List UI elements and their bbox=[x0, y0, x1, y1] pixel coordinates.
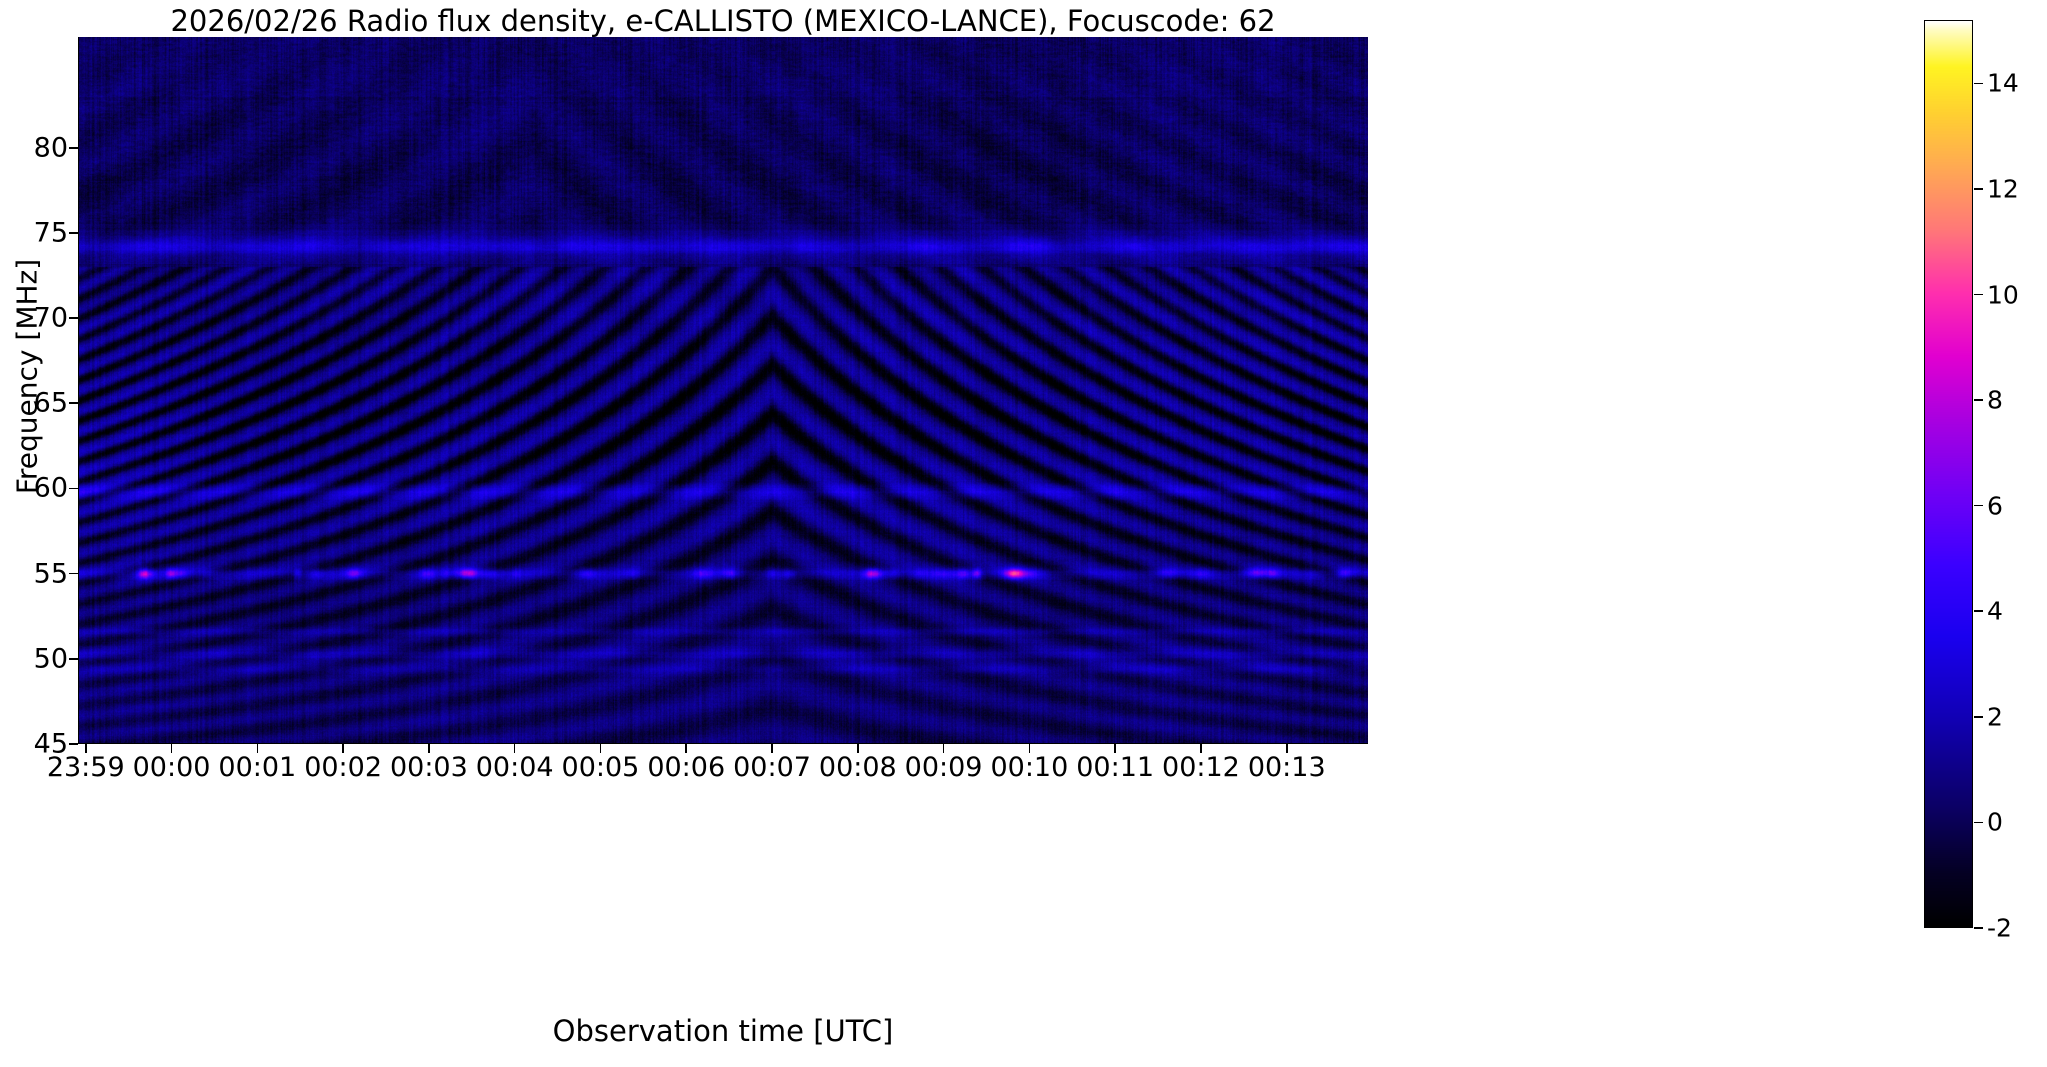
x-tick-mark bbox=[1200, 744, 1202, 753]
y-tick-label: 70 bbox=[33, 302, 68, 334]
x-tick-mark bbox=[1028, 744, 1031, 753]
colorbar-tick-label: 8 bbox=[1987, 385, 2003, 415]
x-tick-label: 00:10 bbox=[990, 752, 1069, 783]
x-tick-label: 00:03 bbox=[389, 752, 468, 783]
y-tick-label: 80 bbox=[33, 132, 68, 164]
y-tick-mark bbox=[69, 743, 78, 745]
colorbar-tick-mark bbox=[1974, 82, 1983, 85]
colorbar-tick-mark bbox=[1974, 610, 1983, 613]
colorbar[interactable] bbox=[1924, 20, 1973, 928]
x-tick-label: 00:11 bbox=[1076, 752, 1155, 783]
y-tick-mark bbox=[69, 487, 78, 490]
x-tick-mark bbox=[857, 744, 859, 753]
y-tick-mark bbox=[69, 146, 78, 149]
x-tick-label: 00:12 bbox=[1162, 752, 1240, 783]
x-tick-mark bbox=[513, 744, 516, 753]
colorbar-tick-mark bbox=[1974, 399, 1983, 401]
colorbar-tick-mark bbox=[1974, 504, 1983, 507]
y-tick-label: 55 bbox=[33, 558, 68, 590]
x-tick-mark bbox=[342, 744, 344, 753]
x-tick-mark bbox=[428, 744, 430, 753]
x-tick-label: 00:07 bbox=[733, 752, 811, 783]
y-tick-mark bbox=[69, 232, 78, 234]
x-tick-label: 23:59 bbox=[46, 752, 125, 783]
colorbar-gradient bbox=[1925, 21, 1972, 927]
y-tick-mark bbox=[69, 317, 78, 319]
x-tick-mark bbox=[599, 744, 602, 753]
x-tick-mark bbox=[1285, 744, 1288, 753]
colorbar-tick-mark bbox=[1974, 293, 1983, 296]
x-tick-mark bbox=[685, 744, 688, 753]
x-tick-label: 00:06 bbox=[647, 752, 726, 783]
colorbar-tick-label: 6 bbox=[1987, 491, 2003, 521]
colorbar-tick-label: 10 bbox=[1987, 280, 2019, 309]
x-axis-title: Observation time [UTC] bbox=[552, 1014, 894, 1048]
colorbar-tick-label: -2 bbox=[1987, 913, 2012, 943]
colorbar-tick-label: 4 bbox=[1987, 596, 2003, 626]
x-tick-label: 00:02 bbox=[304, 752, 382, 783]
colorbar-tick-mark bbox=[1974, 821, 1983, 824]
x-tick-mark bbox=[170, 744, 173, 753]
colorbar-tick-label: 14 bbox=[1987, 68, 2019, 98]
y-tick-label: 75 bbox=[33, 217, 68, 249]
y-axis-title: Frequency [MHz] bbox=[10, 258, 44, 495]
y-tick-mark bbox=[69, 572, 78, 575]
x-tick-mark bbox=[771, 744, 773, 753]
x-tick-mark bbox=[1114, 744, 1116, 753]
x-tick-label: 00:00 bbox=[132, 752, 211, 783]
figure-title: 2026/02/26 Radio flux density, e-CALLIST… bbox=[170, 4, 1276, 38]
x-tick-label: 00:05 bbox=[561, 752, 640, 783]
x-tick-mark bbox=[256, 744, 259, 753]
y-tick-label: 60 bbox=[33, 472, 68, 504]
x-tick-mark bbox=[84, 744, 87, 753]
colorbar-tick-mark bbox=[1974, 716, 1983, 718]
x-tick-label: 00:13 bbox=[1247, 752, 1326, 783]
y-axis: 80 75 70 65 60 55 50 45 bbox=[0, 0, 68, 1067]
x-tick-label: 00:09 bbox=[904, 752, 983, 783]
colorbar-tick-label: 12 bbox=[1987, 174, 2019, 204]
x-tick-label: 00:01 bbox=[218, 752, 297, 783]
colorbar-tick-mark bbox=[1974, 188, 1983, 190]
y-tick-mark bbox=[69, 402, 78, 405]
colorbar-tick-label: 2 bbox=[1987, 702, 2003, 732]
y-tick-label: 45 bbox=[33, 728, 68, 760]
y-tick-label: 50 bbox=[33, 643, 68, 675]
x-tick-label: 00:04 bbox=[475, 752, 554, 783]
colorbar-tick-mark bbox=[1974, 927, 1983, 929]
colorbar-tick-label: 0 bbox=[1987, 807, 2003, 837]
y-tick-mark bbox=[69, 658, 78, 660]
x-tick-mark bbox=[942, 744, 945, 753]
x-tick-label: 00:08 bbox=[818, 752, 897, 783]
spectrogram-plot[interactable] bbox=[78, 37, 1368, 744]
y-tick-label: 65 bbox=[33, 387, 68, 419]
spectrogram-canvas[interactable] bbox=[78, 37, 1368, 744]
